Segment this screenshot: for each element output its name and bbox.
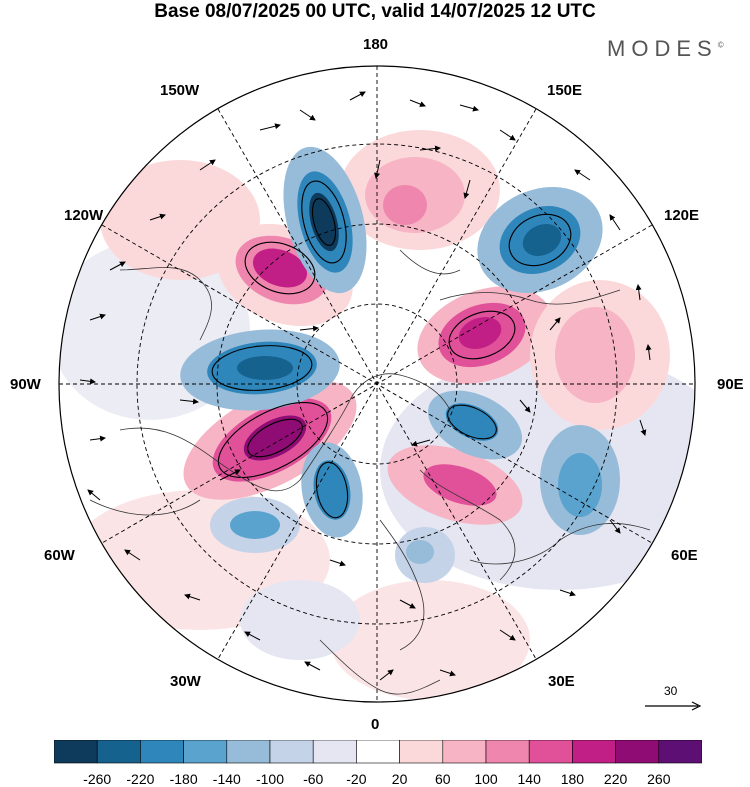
lon-label-120e: 120E xyxy=(664,207,700,224)
coastlines xyxy=(89,249,651,695)
positive-anomaly-center-east xyxy=(417,286,553,384)
lon-label-0: 0 xyxy=(371,716,380,733)
colorbar-swatches xyxy=(53,739,703,764)
lon-label-150e: 150E xyxy=(547,82,583,99)
lon-label-60e: 60E xyxy=(671,547,698,564)
negative-anomaly-west xyxy=(180,329,340,411)
colorbar-tick-label: 60 xyxy=(435,771,451,787)
negative-anomaly-area xyxy=(240,580,360,660)
negative-anomaly-south-west xyxy=(301,442,363,538)
wind-vectors xyxy=(79,91,652,681)
colorbar-swatch xyxy=(399,739,444,764)
lon-label-30w: 30W xyxy=(170,673,201,690)
colorbar-swatch xyxy=(615,739,660,764)
colorbar-swatch xyxy=(183,739,228,764)
positive-anomaly-east xyxy=(530,280,670,430)
colorbar-tick-label: 180 xyxy=(560,771,585,787)
graticule xyxy=(59,66,695,702)
colorbar-tick-label: -180 xyxy=(169,771,198,787)
positive-anomaly-area xyxy=(330,580,530,700)
lon-label-90w: 90W xyxy=(10,376,41,393)
colorbar-swatch xyxy=(140,739,184,764)
colorbar-tick-label: 140 xyxy=(517,771,541,787)
negative-anomaly-east-south xyxy=(540,425,620,535)
colorbar-swatch xyxy=(53,739,98,764)
lon-label-30e: 30E xyxy=(548,673,575,690)
colorbar-swatch xyxy=(528,739,573,764)
reference-vector-value: 30 xyxy=(664,684,678,698)
colorbar-swatch xyxy=(356,739,400,764)
colorbar-swatch xyxy=(658,739,703,764)
lon-label-180: 180 xyxy=(363,36,389,53)
colorbar-tick-label: -220 xyxy=(126,771,155,787)
contour-lines xyxy=(211,180,572,519)
colorbar-tick-label: -20 xyxy=(346,771,367,787)
lon-label-60w: 60W xyxy=(44,547,75,564)
colorbar-tick-label: -60 xyxy=(303,771,324,787)
colorbar-tick-label: 20 xyxy=(391,771,408,787)
positive-anomaly-south-east xyxy=(387,445,523,525)
colorbar-tick-label: 220 xyxy=(603,771,628,787)
colorbar-tick-label: 100 xyxy=(474,771,498,787)
colorbar-tick-label: -140 xyxy=(212,771,241,787)
modes-logo: MODES© xyxy=(607,36,724,61)
reference-vector: 30 xyxy=(640,684,706,714)
colorbar-labels: -260 -220 -180 -140 -100 -60 -20 20 60 100 140 180 2… xyxy=(54,769,702,787)
colorbar-swatch xyxy=(485,739,530,764)
lon-label-120w: 120W xyxy=(64,207,104,224)
lon-label-150w: 150W xyxy=(160,82,200,99)
colorbar-swatch xyxy=(269,739,314,764)
negative-anomaly-far-south-west xyxy=(210,497,300,553)
negative-anomaly-north-east xyxy=(477,187,603,293)
colorbar-swatch xyxy=(226,739,271,764)
colorbar-swatch xyxy=(572,739,616,764)
colorbar-tick-label: -100 xyxy=(255,771,285,787)
positive-anomaly-west xyxy=(183,380,357,500)
colorbar-swatch xyxy=(312,739,357,764)
colorbar-swatch xyxy=(96,739,141,764)
colorbar-tick-label: 260 xyxy=(647,771,671,787)
map-title: Base 08/07/2025 00 UTC, valid 14/07/2025… xyxy=(154,1,596,22)
negative-anomaly-north-west xyxy=(283,146,367,294)
lon-label-90e: 90E xyxy=(717,376,744,393)
colorbar: -260 -220 -180 -140 -100 -60 -20 20 60 100 140 180 2… xyxy=(53,739,703,787)
map-boundary xyxy=(58,65,696,703)
colorbar-swatch xyxy=(442,739,487,764)
positive-anomaly-north xyxy=(340,130,500,250)
colorbar-tick-label: -260 xyxy=(83,771,112,787)
